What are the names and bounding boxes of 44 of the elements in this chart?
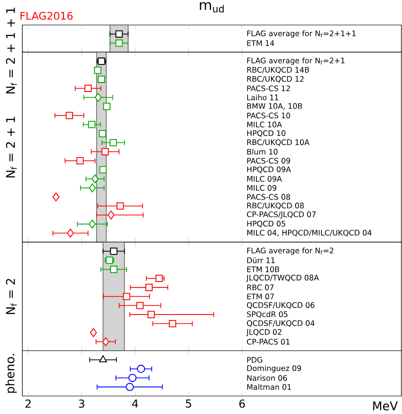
point [92, 174, 98, 184]
point [90, 328, 97, 338]
point [110, 266, 118, 273]
point [145, 284, 153, 292]
text: FLAG2016 [20, 12, 73, 20]
point [168, 320, 176, 328]
y-axis-title: N$_{f}$ = 2 + 1 + 1 [6, 8, 17, 94]
point [88, 183, 96, 192]
x-axis-title: MeV [373, 402, 398, 410]
point [88, 120, 96, 128]
point [128, 374, 136, 382]
point [84, 84, 92, 92]
x-tick-label: 4 [132, 400, 138, 408]
y-axis-title: pheno. [5, 354, 17, 393]
y-axis-title: N$_{f}$ = 2 [6, 278, 17, 314]
x-tick-label: 3 [78, 400, 84, 408]
point [66, 228, 74, 238]
point [148, 310, 155, 318]
point [126, 382, 134, 392]
x-tick-label: 2 [25, 400, 31, 408]
point [66, 112, 74, 120]
point [136, 364, 146, 373]
point [136, 302, 144, 310]
point [88, 220, 96, 229]
point [110, 138, 117, 146]
point [52, 192, 60, 202]
point [108, 210, 115, 220]
x-tick-label: 5 [186, 400, 192, 408]
point [102, 337, 110, 346]
point [99, 355, 107, 362]
point [110, 248, 118, 255]
point [76, 157, 84, 164]
point [122, 292, 130, 300]
point [98, 130, 106, 138]
point [102, 148, 109, 156]
y-axis-title: N$_{f}$ = 2 + 1 [6, 116, 17, 178]
point [94, 66, 102, 74]
point [99, 166, 107, 174]
point [94, 92, 102, 102]
point [98, 76, 106, 83]
x-tick-label: 6 [239, 400, 245, 408]
point [116, 202, 124, 210]
point [103, 102, 110, 110]
chart-title: m$_{ud}$ [200, 2, 224, 12]
